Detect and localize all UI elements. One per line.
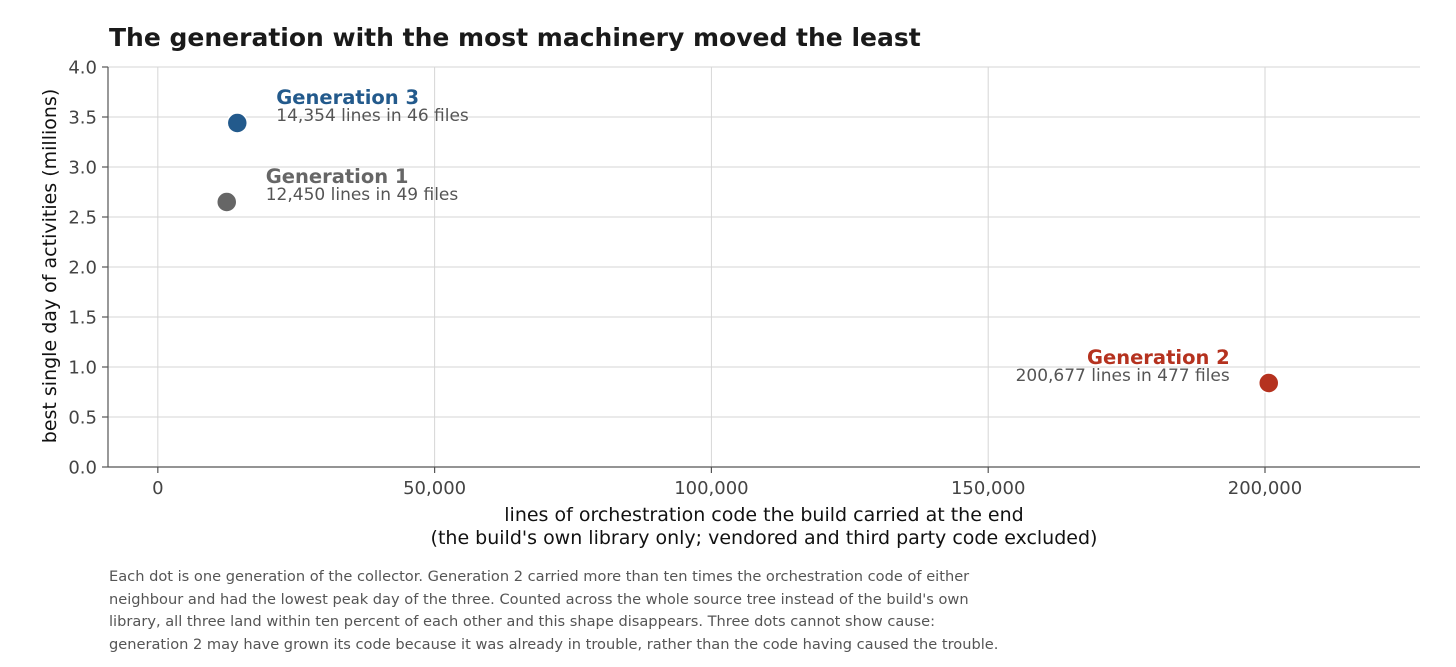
point-label: Generation 2: [1087, 346, 1230, 369]
y-tick-label: 1.0: [68, 358, 97, 379]
y-axis-label: best single day of activities (millions): [39, 89, 61, 443]
point-label: Generation 3: [276, 86, 419, 109]
y-tick-label: 4.0: [68, 58, 97, 79]
caption-line: library, all three land within ten perce…: [109, 613, 936, 630]
point-detail-label: 200,677 lines in 477 files: [1016, 366, 1230, 386]
data-point-group: Generation 112,450 lines in 49 files: [215, 165, 459, 213]
data-point-group: Generation 314,354 lines in 46 files: [226, 86, 469, 134]
x-axis-label-line-2: (the build's own library only; vendored …: [431, 527, 1098, 549]
x-tick-label: 50,000: [403, 478, 466, 499]
y-tick-label: 0.0: [68, 458, 97, 479]
y-tick-label: 0.5: [68, 408, 97, 429]
point-label: Generation 1: [266, 165, 409, 188]
y-axis-ticks: 0.0 0.5 1.0 1.5 2.0 2.5 3.0 3.5 4.0: [68, 58, 108, 479]
point-detail-label: 12,450 lines in 49 files: [266, 185, 459, 205]
data-point: [226, 112, 249, 134]
y-tick-label: 1.5: [68, 308, 97, 329]
data-point: [1257, 372, 1280, 394]
x-tick-label: 150,000: [951, 478, 1025, 499]
caption-line: neighbour and had the lowest peak day of…: [109, 590, 969, 608]
data-points: Generation 112,450 lines in 49 filesGene…: [215, 86, 1280, 394]
x-tick-label: 100,000: [674, 478, 748, 499]
point-detail-label: 14,354 lines in 46 files: [276, 106, 469, 126]
y-tick-label: 3.0: [68, 158, 97, 179]
data-point: [215, 191, 238, 213]
y-tick-label: 3.5: [68, 108, 97, 129]
x-axis-ticks: 0 50,000 100,000 150,000 200,000: [152, 467, 1302, 499]
grid-lines: [108, 66, 1420, 467]
caption-line: Each dot is one generation of the collec…: [109, 568, 970, 585]
y-tick-label: 2.0: [68, 258, 97, 279]
x-axis-label-line-1: lines of orchestration code the build ca…: [504, 504, 1023, 526]
x-tick-label: 0: [152, 478, 163, 499]
y-tick-label: 2.5: [68, 208, 97, 229]
caption-line: generation 2 may have grown its code bec…: [109, 635, 999, 653]
chart-title: The generation with the most machinery m…: [109, 23, 921, 52]
x-tick-label: 200,000: [1228, 478, 1302, 499]
chart-caption: Each dot is one generation of the collec…: [109, 566, 1049, 656]
